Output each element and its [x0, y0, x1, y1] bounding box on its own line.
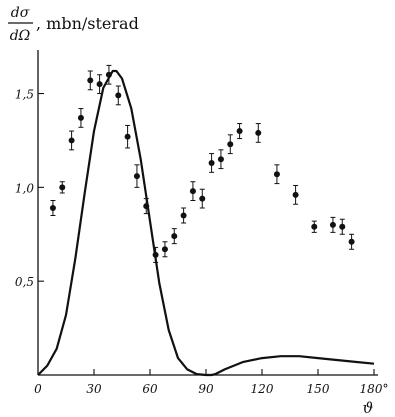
data-point: [87, 77, 94, 84]
data-point: [171, 233, 178, 240]
data-point: [189, 188, 196, 195]
data-point: [133, 173, 140, 180]
data-point: [348, 238, 355, 245]
data-point: [49, 204, 56, 211]
data-point-group: [273, 164, 280, 185]
data-point-group: [87, 70, 94, 91]
data-point: [115, 92, 122, 99]
theory-curve-layer: [37, 69, 375, 377]
data-point-group: [339, 218, 346, 235]
data-point: [236, 128, 243, 135]
data-point-group: [96, 74, 103, 95]
y-axis-label: dσ dΩ , mbn/sterad: [8, 5, 139, 44]
data-point: [161, 246, 168, 253]
data-point: [199, 195, 206, 202]
data-point: [105, 71, 112, 78]
data-point: [152, 251, 159, 258]
data-point-group: [133, 164, 140, 188]
y-label-denominator: dΩ: [10, 28, 31, 44]
data-point-group: [255, 123, 262, 143]
data-point-group: [77, 108, 84, 128]
data-point-group: [236, 123, 243, 140]
data-point: [273, 171, 280, 178]
data-point-group: [329, 216, 336, 233]
data-point-group: [227, 134, 234, 155]
data-point-group: [115, 85, 122, 106]
data-point: [311, 223, 318, 230]
x-tick-label: 90: [198, 382, 214, 396]
theory-curve: [37, 69, 375, 377]
data-point: [96, 81, 103, 88]
data-point-group: [171, 228, 178, 245]
data-point: [255, 129, 262, 136]
data-point: [68, 137, 75, 144]
x-axis-label: ϑ: [363, 399, 374, 417]
data-point: [180, 212, 187, 219]
y-tick-label: 1,5: [15, 88, 34, 102]
data-point-group: [105, 64, 112, 85]
data-point-group: [152, 246, 159, 263]
data-point-group: [189, 181, 196, 201]
data-point-group: [180, 207, 187, 224]
x-tick-label: 120: [251, 382, 274, 396]
data-point: [59, 184, 66, 191]
data-point-group: [124, 124, 131, 149]
data-points-layer: [49, 64, 355, 263]
data-point-group: [143, 198, 150, 215]
data-point-group: [348, 233, 355, 250]
data-point-group: [161, 241, 168, 258]
data-point: [208, 159, 215, 166]
data-point: [329, 221, 336, 228]
x-tick-label: 30: [86, 382, 102, 396]
x-tick-label: 0: [34, 382, 42, 396]
data-point-group: [311, 220, 318, 233]
x-tick-label: 150: [307, 382, 330, 396]
y-label-numerator: dσ: [11, 5, 30, 21]
data-point-group: [68, 130, 75, 151]
y-tick-label: 1,0: [15, 181, 34, 195]
data-point-group: [292, 184, 299, 205]
data-point: [143, 203, 150, 210]
data-point-group: [208, 153, 215, 173]
data-point-group: [217, 149, 224, 170]
data-point-group: [49, 199, 56, 216]
data-point: [292, 191, 299, 198]
data-point: [217, 156, 224, 163]
x-tick-label: 60: [142, 382, 158, 396]
x-tick-label: 180°: [360, 382, 389, 396]
y-label-unit: , mbn/sterad: [36, 14, 139, 33]
data-point: [124, 133, 131, 140]
data-point: [227, 141, 234, 148]
data-point: [339, 223, 346, 230]
data-point-group: [199, 188, 206, 209]
axes: 0 30 60 90 120 150 180° 0,5 1,0 1,5: [15, 50, 389, 396]
y-tick-label: 0,5: [15, 275, 34, 289]
data-point-group: [59, 181, 66, 194]
data-point: [77, 114, 84, 121]
